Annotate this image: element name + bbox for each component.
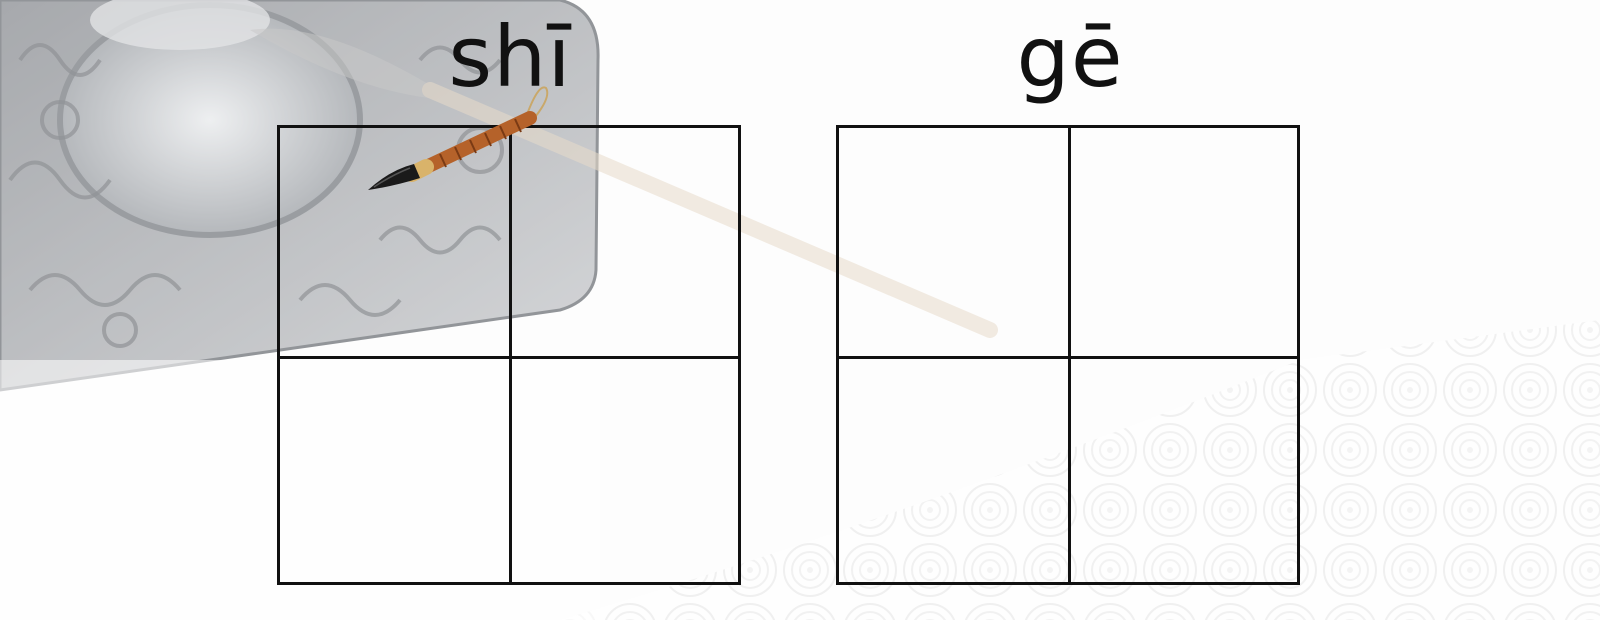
grid-horizontal-line <box>280 356 738 359</box>
grid-vertical-line <box>1068 128 1071 582</box>
swirl-pattern-icon <box>560 320 1600 620</box>
pinyin-label-shi: shī <box>448 8 572 106</box>
calligraphy-brush-icon[interactable] <box>360 78 560 198</box>
writing-grid-ge[interactable] <box>836 125 1300 585</box>
pinyin-label-ge: gē <box>1016 8 1124 106</box>
grid-horizontal-line <box>839 356 1297 359</box>
grid-vertical-line <box>509 128 512 582</box>
